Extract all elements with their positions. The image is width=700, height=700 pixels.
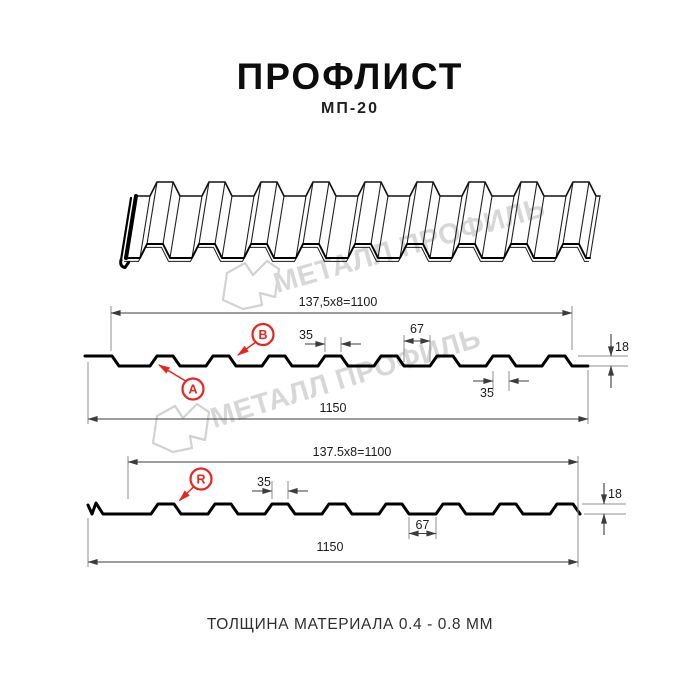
watermark-text: МЕТАЛЛ ПРОФИЛЬ bbox=[207, 322, 485, 435]
left-cut-edge-inner bbox=[119, 196, 133, 262]
p2-valley-dimension: 67 bbox=[416, 518, 430, 532]
label-r-circle bbox=[189, 467, 213, 491]
near-corrugated-edge bbox=[125, 243, 591, 259]
profile-model: МП-20 bbox=[321, 100, 379, 117]
p1-valley-dimension: 67 bbox=[410, 322, 424, 336]
label-r: R bbox=[196, 473, 205, 487]
page-title: ПРОФЛИСТ bbox=[236, 56, 464, 97]
label-b-circle bbox=[251, 322, 275, 347]
profile-1-outline bbox=[83, 354, 590, 368]
far-corrugated-edge bbox=[135, 181, 601, 197]
profile-1-section: 137,5x8=1100 35 67 35 18 bbox=[83, 295, 629, 424]
label-r-callout: R bbox=[178, 467, 213, 502]
p2-total-width-dimension: 1150 bbox=[317, 540, 344, 554]
p1-module-dimension: 137,5x8=1100 bbox=[299, 295, 378, 309]
sheet-3d-view bbox=[119, 181, 601, 269]
label-a: A bbox=[188, 383, 197, 397]
label-a-circle bbox=[181, 377, 205, 401]
profile-2-outline bbox=[86, 501, 582, 516]
p1-total-width-dimension: 1150 bbox=[320, 401, 347, 415]
p1-rib-top-dimension: 35 bbox=[299, 328, 313, 342]
thickness-note: ТОЛЩИНА МАТЕРИАЛА 0.4 - 0.8 ММ bbox=[206, 616, 494, 633]
p1-rib-bottom-dimension: 35 bbox=[480, 386, 494, 400]
metall-profil-logo-icon bbox=[151, 402, 211, 454]
p1-height-dimension: 18 bbox=[615, 340, 629, 354]
left-edge-curl bbox=[119, 258, 130, 269]
watermark-text: МЕТАЛЛ ПРОФИЛЬ bbox=[270, 192, 549, 300]
label-b: B bbox=[258, 328, 267, 342]
p2-rib-top-dimension: 35 bbox=[257, 475, 271, 489]
label-a-callout: A bbox=[157, 364, 205, 401]
profile-2-section: 137.5x8=1100 35 67 18 1150 bbox=[86, 445, 626, 567]
left-cut-edge bbox=[124, 194, 138, 260]
sheet-thickness-edge bbox=[124, 246, 589, 262]
p2-height-dimension: 18 bbox=[608, 487, 622, 501]
label-b-callout: B bbox=[237, 322, 275, 356]
p2-module-dimension: 137.5x8=1100 bbox=[313, 445, 392, 459]
